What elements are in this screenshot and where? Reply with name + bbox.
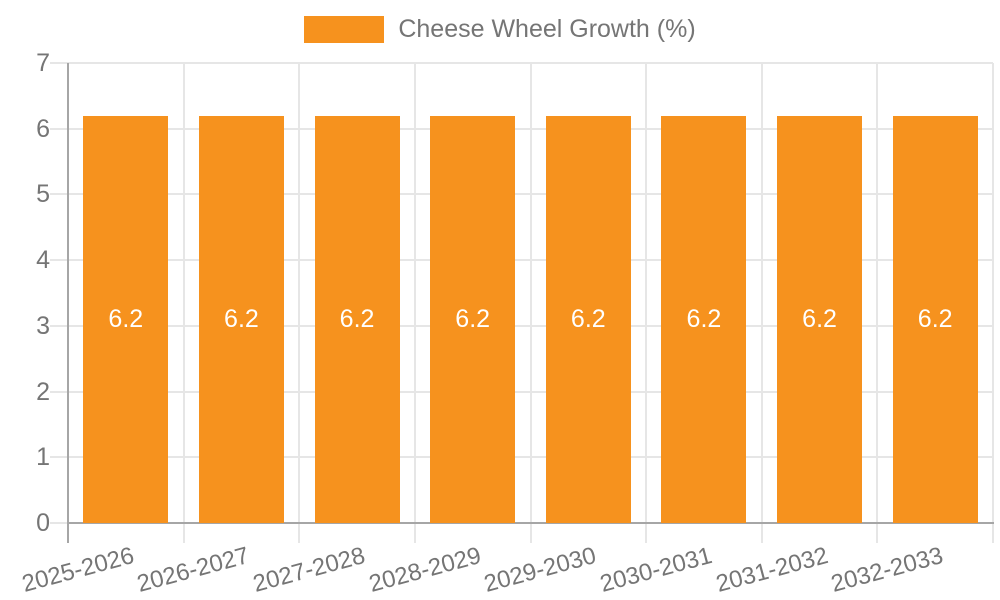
gridline-vertical: [529, 63, 532, 543]
bar[interactable]: 6.2: [430, 115, 516, 523]
x-axis-label: 2027-2028: [250, 542, 369, 598]
gridline-horizontal: [50, 390, 993, 393]
gridline-vertical: [413, 63, 416, 543]
y-axis-label: 0: [36, 509, 50, 537]
x-axis-label: 2026-2027: [134, 542, 253, 598]
bar[interactable]: 6.2: [661, 115, 747, 523]
y-axis-label: 6: [36, 114, 50, 143]
gridline-horizontal: [50, 456, 993, 459]
bar[interactable]: 6.2: [892, 115, 978, 523]
legend: Cheese Wheel Growth (%): [0, 14, 1000, 44]
x-axis-label: 2031-2032: [712, 542, 831, 598]
bar-value-label: 6.2: [339, 304, 375, 333]
bar-value-label: 6.2: [108, 304, 144, 333]
bar-value-label: 6.2: [686, 304, 722, 333]
bar-value-label: 6.2: [570, 304, 606, 333]
gridline-vertical: [992, 63, 994, 543]
y-axis-label: 3: [36, 311, 50, 340]
bar[interactable]: 6.2: [545, 115, 631, 523]
gridline-vertical: [182, 63, 185, 543]
x-axis-label: 2029-2030: [481, 542, 600, 598]
x-axis-label: 2032-2033: [828, 542, 947, 598]
y-axis-label: 7: [36, 49, 50, 77]
bar-value-label: 6.2: [224, 304, 259, 333]
y-axis-label: 4: [36, 246, 50, 275]
y-axis-label: 1: [36, 443, 50, 472]
gridline-vertical: [298, 63, 301, 543]
gridline-horizontal: [50, 324, 993, 327]
gridline-horizontal: [50, 62, 993, 64]
gridline-vertical: [645, 63, 648, 543]
bar-value-label: 6.2: [802, 304, 837, 333]
gridline-horizontal: [50, 259, 993, 262]
bar[interactable]: 6.2: [777, 115, 863, 523]
bar[interactable]: 6.2: [83, 115, 169, 523]
gridline-vertical: [876, 63, 879, 543]
x-axis-label: 2025-2026: [18, 542, 137, 598]
bar-value-label: 6.2: [917, 304, 953, 333]
gridline-vertical: [760, 63, 763, 543]
gridline-horizontal: [50, 127, 993, 130]
legend-swatch: [304, 15, 385, 43]
y-axis-label: 5: [36, 180, 50, 209]
x-axis-label: 2028-2029: [365, 542, 484, 598]
bar[interactable]: 6.2: [198, 115, 284, 523]
x-axis-line: [67, 522, 994, 524]
bar[interactable]: 6.2: [314, 115, 400, 523]
legend-label: Cheese Wheel Growth (%): [398, 14, 696, 43]
y-axis-label: 2: [36, 377, 50, 406]
x-axis-label: 2030-2031: [597, 542, 715, 598]
gridline-horizontal: [50, 193, 993, 196]
y-axis-line: [67, 63, 69, 543]
bar-value-label: 6.2: [455, 304, 491, 333]
